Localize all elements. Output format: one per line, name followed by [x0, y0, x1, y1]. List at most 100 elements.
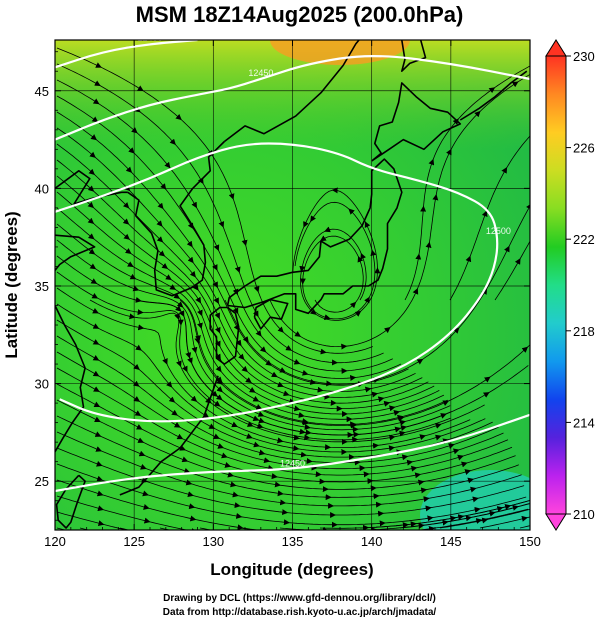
streamline-arrow: [90, 134, 97, 141]
coastline-honshu: [226, 158, 403, 315]
streamline-arrow: [185, 352, 192, 359]
y-tick-label: 40: [35, 181, 49, 196]
streamline-arrow: [197, 322, 203, 330]
colorbar-ticks: 230 226 222 218 214 210: [566, 49, 595, 522]
streamline-arrow: [232, 307, 239, 315]
streamline-arrow: [94, 431, 102, 437]
streamline-arrow: [88, 233, 95, 240]
streamline-arrow: [87, 185, 95, 192]
streamline-arrow: [428, 158, 435, 166]
streamline-arrow: [245, 377, 252, 384]
streamline-arrow: [214, 312, 220, 320]
streamline-arrow: [231, 421, 238, 428]
streamline-arrow: [348, 208, 355, 215]
streamline-arrow: [317, 386, 324, 393]
streamline-arrow: [188, 503, 196, 510]
streamline-arrow: [212, 281, 218, 289]
streamline-arrow: [293, 405, 301, 412]
colorbar-tick-label: 214: [573, 415, 595, 430]
streamline-arrow: [133, 396, 141, 402]
streamline-arrow: [364, 221, 371, 229]
x-axis: 120 125 130 135 140 145 150: [44, 40, 541, 549]
streamline-arrow: [521, 346, 529, 353]
streamline-arrow: [128, 147, 135, 154]
streamline-arrow: [279, 367, 286, 373]
streamline-arrow: [271, 371, 278, 378]
streamline-arrow: [175, 305, 182, 312]
streamline-arrow: [452, 448, 460, 455]
streamline-arrow: [213, 244, 220, 252]
map-plot-area: 12450 12500 12450 12400: [55, 40, 530, 530]
streamline-arrow: [370, 249, 377, 257]
streamline-arrow: [263, 457, 271, 464]
streamline-arrow: [299, 428, 306, 435]
streamline-arrow: [241, 239, 248, 247]
streamline-arrow: [162, 358, 168, 365]
streamline-arrow: [133, 363, 140, 371]
streamline-arrow: [425, 241, 432, 249]
streamline-arrow: [92, 323, 100, 329]
streamline-arrow: [214, 326, 221, 334]
streamline-arrow: [252, 415, 260, 422]
streamline-arrow: [182, 365, 188, 373]
streamline-arrow: [94, 416, 101, 422]
streamline-arrow: [428, 525, 435, 530]
streamline-arrow: [388, 405, 396, 412]
coastline-kurils: [459, 70, 528, 121]
streamline-arrow: [293, 434, 300, 441]
streamline-arrow: [92, 339, 100, 345]
streamline-arrow: [383, 400, 391, 407]
streamline-arrow: [246, 433, 253, 439]
coastlines-layer: [55, 40, 528, 529]
streamline-arrow: [483, 376, 491, 383]
streamline-arrow: [406, 459, 414, 466]
streamline-arrow: [166, 381, 173, 388]
streamline-arrow: [176, 433, 184, 440]
streamline-arrow: [271, 473, 278, 480]
streamline-arrow: [94, 80, 101, 86]
streamline-arrow: [235, 512, 243, 519]
streamline-arrow: [277, 381, 284, 388]
streamline-arrow: [213, 433, 220, 440]
streamline: [79, 527, 90, 530]
y-axis: 25 30 35 40 45: [35, 51, 530, 521]
streamline: [56, 479, 529, 530]
credits: Drawing by DCL (https://www.gfd-dennou.o…: [0, 592, 599, 620]
streamlines-layer: [56, 47, 530, 530]
streamline-arrow: [252, 396, 260, 402]
streamline-arrow: [89, 263, 97, 270]
streamline-arrow: [377, 396, 385, 403]
streamline-arrow: [465, 255, 472, 263]
streamline-arrow: [142, 490, 149, 497]
streamline-arrow: [399, 419, 406, 426]
streamline-arrow: [282, 390, 290, 397]
colorbar-tick-label: 210: [573, 507, 595, 522]
streamline-arrow: [298, 412, 305, 418]
streamline-arrow: [481, 288, 488, 295]
streamline-arrow: [253, 441, 260, 448]
streamline-arrow: [364, 386, 372, 393]
streamline-arrow: [304, 423, 311, 430]
streamline-arrow: [324, 314, 331, 321]
streamline-arrow: [169, 138, 176, 146]
colorbar-bottom-triangle: [545, 513, 567, 531]
streamline-arrow: [92, 307, 99, 314]
colorbar-tick-label: 222: [573, 232, 595, 247]
streamline-arrow: [88, 168, 95, 175]
streamline-arrow: [212, 264, 218, 271]
streamline-arrow: [93, 386, 100, 392]
streamline-arrow: [133, 380, 140, 387]
streamline-arrow: [442, 519, 449, 526]
streamline-arrow: [310, 308, 317, 315]
streamline-arrow: [175, 113, 182, 121]
streamline-arrow: [440, 413, 447, 419]
colorbar: 230 226 222 218 214 210: [545, 39, 595, 531]
streamline-arrow: [277, 490, 284, 497]
streamline-arrow: [97, 520, 105, 527]
streamline-arrow: [95, 62, 102, 68]
streamline-arrow: [474, 506, 481, 513]
x-tick-label: 145: [440, 534, 462, 549]
coastline-russia-coast: [223, 40, 360, 143]
streamline-arrow: [412, 287, 419, 295]
